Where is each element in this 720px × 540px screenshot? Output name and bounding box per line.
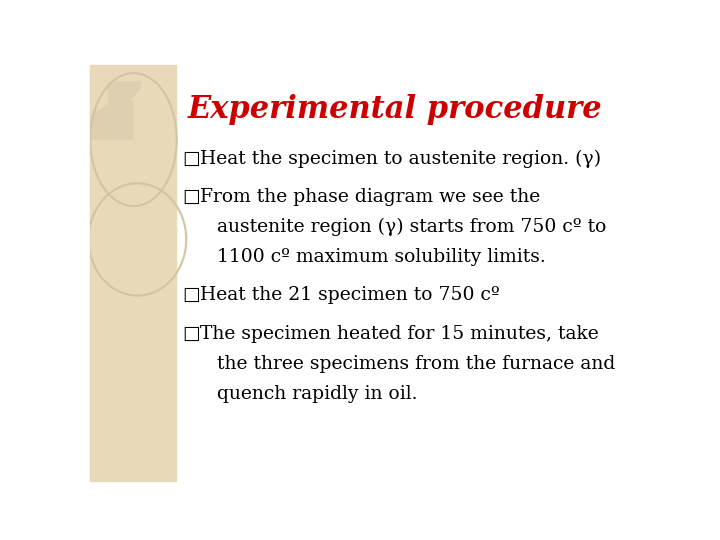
Text: The specimen heated for 15 minutes, take: The specimen heated for 15 minutes, take — [200, 325, 599, 343]
Text: □: □ — [182, 150, 200, 168]
Text: quench rapidly in oil.: quench rapidly in oil. — [217, 384, 418, 402]
Text: □: □ — [182, 325, 200, 343]
Text: □: □ — [182, 188, 200, 206]
Text: From the phase diagram we see the: From the phase diagram we see the — [200, 188, 541, 206]
Text: Heat the specimen to austenite region. (γ): Heat the specimen to austenite region. (… — [200, 150, 602, 168]
Bar — [90, 65, 176, 481]
Wedge shape — [108, 82, 141, 106]
Text: □: □ — [182, 286, 200, 305]
Text: the three specimens from the furnace and: the three specimens from the furnace and — [217, 355, 616, 373]
Wedge shape — [81, 100, 133, 140]
Text: Experimental procedure: Experimental procedure — [188, 94, 602, 125]
Text: Heat the 21 specimen to 750 cº: Heat the 21 specimen to 750 cº — [200, 286, 500, 305]
Text: 1100 cº maximum solubility limits.: 1100 cº maximum solubility limits. — [217, 248, 546, 266]
Text: austenite region (γ) starts from 750 cº to: austenite region (γ) starts from 750 cº … — [217, 218, 606, 237]
